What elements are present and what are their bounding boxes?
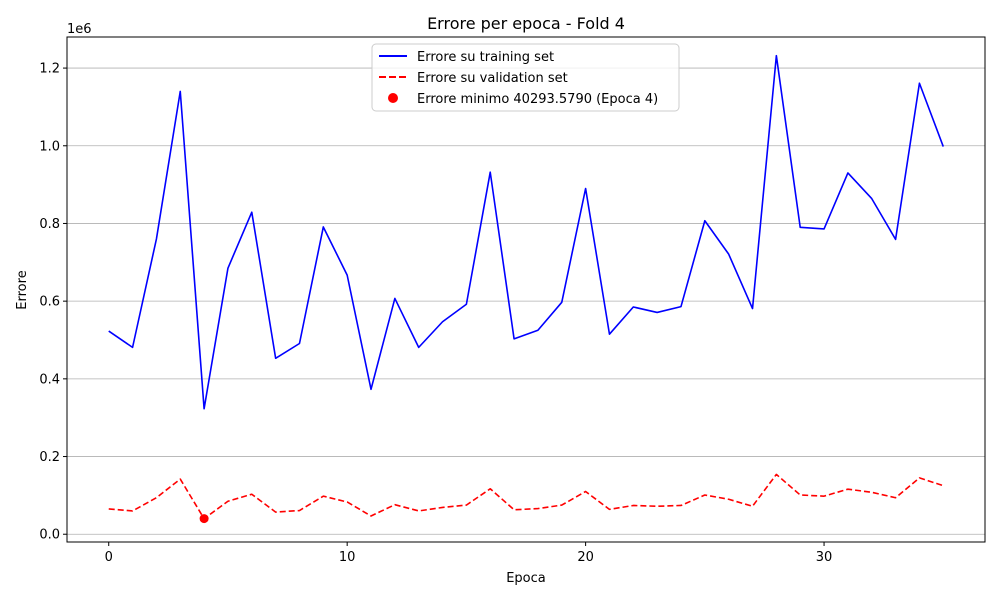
legend: Errore su training set Errore su validat… xyxy=(371,43,680,112)
plot-frame xyxy=(66,36,986,543)
x-tick-label: 20 xyxy=(577,550,594,565)
legend-label-validation: Errore su validation set xyxy=(417,71,568,86)
y-tick-label: 0.4 xyxy=(39,372,60,387)
series-line-training xyxy=(108,54,945,410)
y-axis-label: Errore xyxy=(15,270,30,309)
x-tick-label: 10 xyxy=(339,550,356,565)
series-line-validation xyxy=(108,473,944,520)
legend-box xyxy=(371,43,680,112)
axis-ticks: 0.0 0.2 0.4 0.6 0.8 1.0 1.2 0 10 20 30 xyxy=(39,62,832,565)
y-tick-label: 0.8 xyxy=(39,217,60,232)
legend-swatch-min-marker xyxy=(388,93,398,103)
y-tick-label: 1.2 xyxy=(39,62,60,77)
y-tick-label: 0.6 xyxy=(39,295,60,310)
x-tick-label: 0 xyxy=(105,550,113,565)
x-axis-label: Epoca xyxy=(506,571,546,586)
legend-label-min-marker: Errore minimo 40293.5790 (Epoca 4) xyxy=(417,92,658,107)
min-error-marker xyxy=(199,514,209,524)
series-layer xyxy=(108,54,945,524)
x-tick-label: 30 xyxy=(816,550,833,565)
chart-title: Errore per epoca - Fold 4 xyxy=(427,14,625,33)
y-tick-label: 0.2 xyxy=(39,450,60,465)
legend-label-training: Errore su training set xyxy=(417,50,554,65)
grid-lines xyxy=(67,67,985,535)
y-tick-label: 0.0 xyxy=(39,528,60,543)
y-tick-label: 1.0 xyxy=(39,139,60,154)
y-scale-label: 1e6 xyxy=(67,22,92,37)
